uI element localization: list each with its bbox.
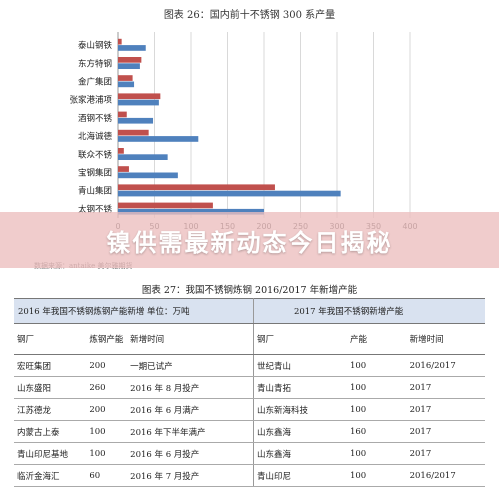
- category-label: 东方特钢: [78, 58, 112, 69]
- col-header-time: 新增时间: [127, 323, 254, 355]
- bar-blue: [118, 117, 154, 124]
- cell-capacity: 100: [86, 442, 128, 465]
- bar-chart: 050100150200250300350400泰山钢铁东方特钢金广集团张家港浦…: [69, 32, 418, 231]
- headline-banner[interactable]: 镍供需最新动态今日揭秘: [0, 212, 499, 268]
- cell-mill: 山东盛阳: [14, 376, 87, 399]
- table-title: 图表 27：我国不锈钢炼钢 2016/2017 年新增产能: [141, 285, 358, 296]
- bar-blue: [118, 136, 199, 142]
- category-label: 金广集团: [78, 77, 112, 88]
- cell-mill-2017: 世纪青山: [253, 354, 347, 377]
- cell-capacity: 200: [86, 354, 128, 377]
- cell-capacity-2017: 100: [346, 464, 407, 487]
- cell-capacity: 260: [86, 376, 128, 399]
- cell-time: 一期已试产: [127, 354, 254, 377]
- bar-blue: [118, 99, 159, 106]
- table-row: 宏旺集团 200 一期已试产 世纪青山 100 2016/2017: [14, 354, 485, 377]
- bar-red: [118, 148, 124, 154]
- category-label: 青山集团: [78, 186, 112, 197]
- cell-mill-2017: 山东新海科技: [253, 398, 347, 421]
- cell-capacity-2017: 160: [346, 420, 407, 443]
- col-header-capacity: 炼钢产能: [86, 323, 128, 355]
- cell-mill-2017: 山东鑫海: [253, 420, 347, 443]
- cell-time-2017: 2017: [406, 442, 485, 465]
- table-row: 江苏德龙 200 2016 年 6 月满产 山东新海科技 100 2017: [14, 398, 485, 421]
- bar-red: [118, 38, 122, 45]
- cell-capacity: 100: [86, 420, 128, 443]
- cell-time: 2016 年 6 月投产: [127, 442, 254, 465]
- bar-red: [118, 129, 149, 136]
- right-group-header: 2017 年我国不锈钢新增产能: [253, 298, 485, 324]
- bar-blue: [118, 63, 140, 69]
- col-header-time-2017: 新增时间: [406, 323, 485, 355]
- cell-mill-2017: 青山青拓: [253, 376, 347, 399]
- cell-time-2017: 2016/2017: [406, 464, 485, 487]
- category-label: 北海诚德: [78, 131, 113, 142]
- cell-time-2017: 2017: [406, 420, 485, 443]
- bar-red: [118, 75, 133, 81]
- bar-blue: [118, 208, 264, 215]
- bar-blue: [118, 190, 341, 197]
- table-group-header: 2016 年我国不锈钢炼钢产能新增 单位：万吨 2017 年我国不锈钢新增产能: [14, 298, 485, 324]
- category-label: 张家港浦项: [69, 95, 112, 106]
- cell-mill-2017: 青山印尼: [253, 464, 347, 487]
- bar-blue: [118, 81, 135, 88]
- cell-capacity: 200: [86, 398, 128, 421]
- table-row: 青山印尼基地 100 2016 年 6 月投产 山东鑫海 100 2017: [14, 442, 485, 465]
- category-label: 酒钢不锈: [78, 113, 113, 124]
- category-label: 联众不锈: [78, 149, 113, 160]
- cell-capacity-2017: 100: [346, 376, 407, 399]
- column-header-row: 钢厂 炼钢产能 新增时间 钢厂 产能 新增时间: [14, 323, 485, 355]
- cell-mill: 江苏德龙: [14, 398, 87, 421]
- cell-time-2017: 2016/2017: [406, 354, 485, 377]
- category-label: 太钢不锈: [78, 204, 113, 215]
- cell-time: 2016 年 6 月满产: [127, 398, 254, 421]
- bar-blue: [118, 45, 146, 51]
- cell-mill-2017: 山东鑫海: [253, 442, 347, 465]
- bar-red: [118, 166, 129, 172]
- cell-mill: 青山印尼基地: [14, 442, 87, 465]
- chart-title: 图表 26：国内前十不锈钢 300 系产量: [163, 10, 336, 21]
- cell-time: 2016 年下半年满产: [127, 420, 254, 443]
- col-header-capacity-2017: 产能: [346, 323, 407, 355]
- headline-text[interactable]: 镍供需最新动态今日揭秘: [106, 228, 393, 257]
- bar-red: [118, 57, 142, 63]
- cell-time: 2016 年 8 月投产: [127, 376, 254, 399]
- cell-mill: 内蒙古上泰: [14, 420, 87, 443]
- bar-red: [118, 93, 161, 100]
- cell-capacity-2017: 100: [346, 398, 407, 421]
- left-group-header: 2016 年我国不锈钢炼钢产能新增 单位：万吨: [14, 298, 254, 324]
- col-header-mill-2017: 钢厂: [253, 323, 347, 355]
- table-body: 宏旺集团 200 一期已试产 世纪青山 100 2016/2017 山东盛阳 260 2016 …: [14, 354, 485, 487]
- cell-mill: 临沂金海汇: [14, 464, 87, 487]
- cell-time: 2016 年 7 月投产: [127, 464, 254, 487]
- cell-capacity-2017: 100: [346, 442, 407, 465]
- col-header-mill: 钢厂: [14, 323, 87, 355]
- bar-red: [118, 111, 127, 118]
- cell-capacity: 60: [86, 464, 128, 487]
- capacity-table: 2016 年我国不锈钢炼钢产能新增 单位：万吨 2017 年我国不锈钢新增产能 …: [14, 298, 485, 487]
- category-label: 宝钢集团: [78, 168, 112, 179]
- cell-capacity-2017: 100: [346, 354, 407, 377]
- table-row: 内蒙古上泰 100 2016 年下半年满产 山东鑫海 160 2017: [14, 420, 485, 443]
- bar-red: [118, 184, 275, 191]
- cell-time-2017: 2017: [406, 376, 485, 399]
- table-row: 山东盛阳 260 2016 年 8 月投产 青山青拓 100 2017: [14, 376, 485, 399]
- cell-time-2017: 2017: [406, 398, 485, 421]
- bar-blue: [118, 172, 178, 179]
- category-label: 泰山钢铁: [78, 40, 113, 51]
- bar-red: [118, 202, 213, 209]
- bar-blue: [118, 154, 168, 160]
- table-row: 临沂金海汇 60 2016 年 7 月投产 青山印尼 100 2016/2017: [14, 464, 485, 487]
- cell-mill: 宏旺集团: [14, 354, 87, 377]
